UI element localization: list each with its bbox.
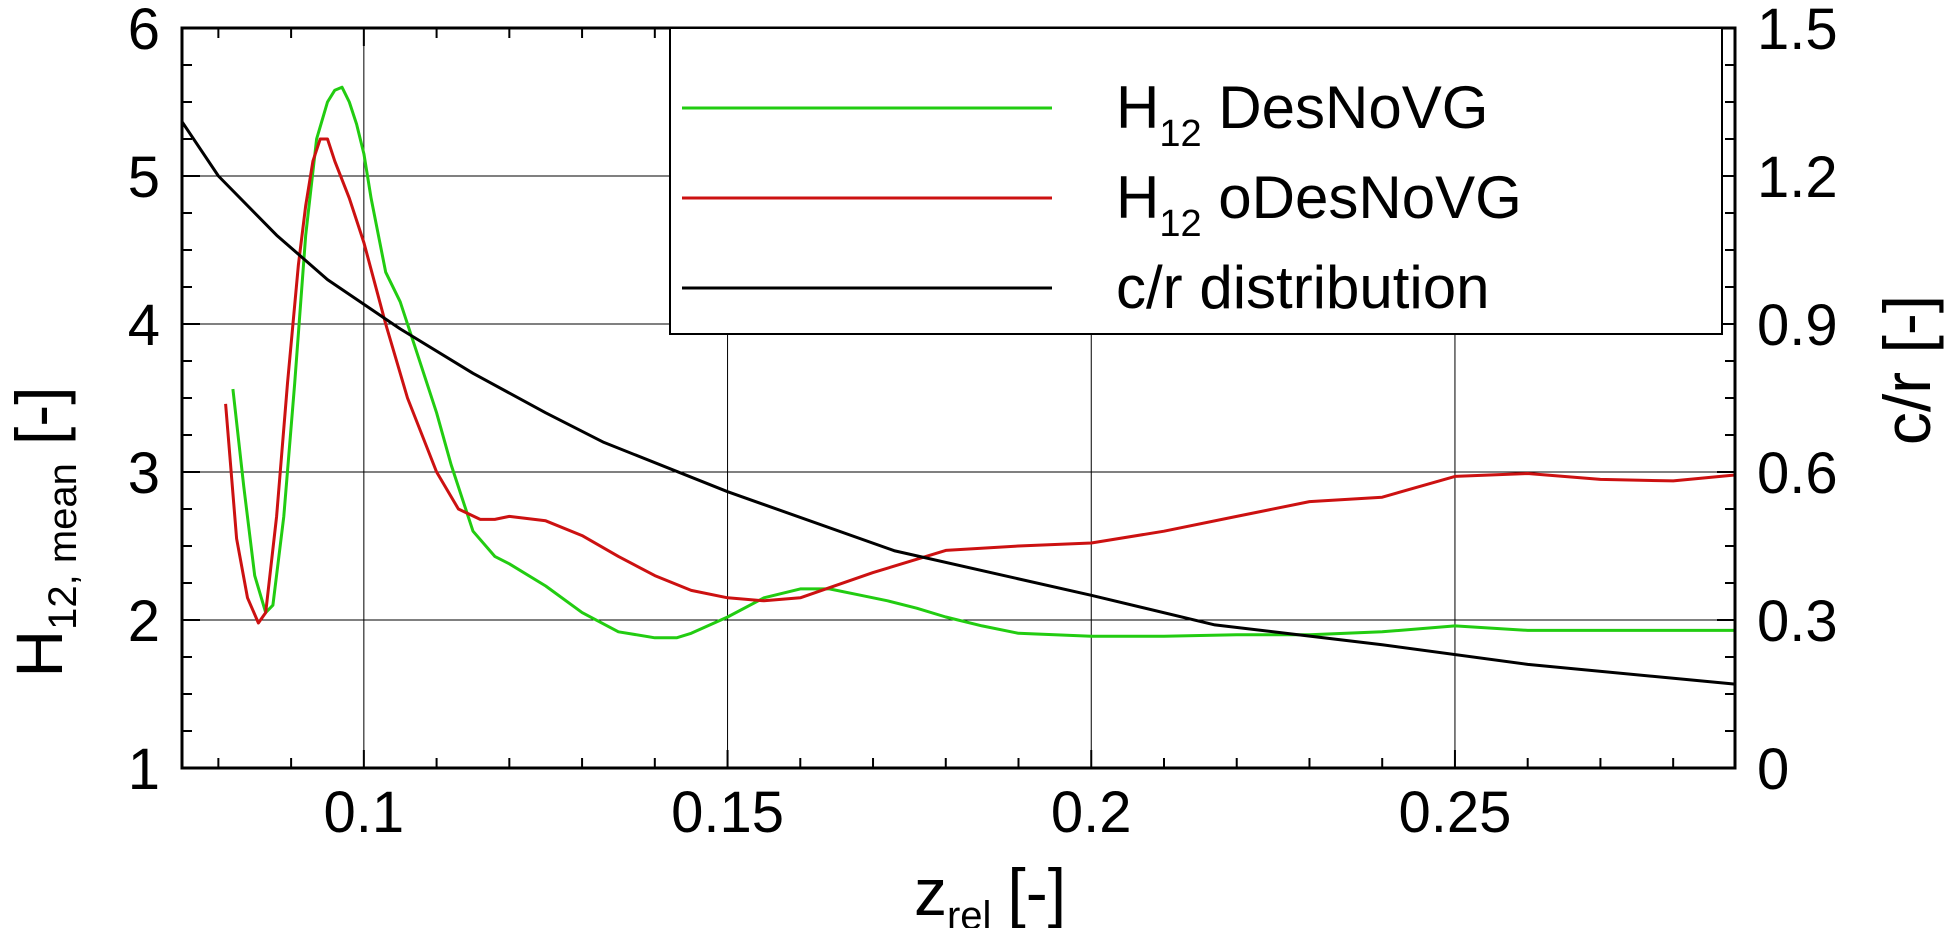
x-tick-label: 0.2	[1051, 780, 1132, 845]
x-tick-label: 0.25	[1399, 780, 1512, 845]
legend: H12 DesNoVG H12 oDesNoVG c/r distributio…	[669, 27, 1723, 335]
y2-tick-label: 0	[1757, 737, 1789, 802]
series-line-odesnovg	[224, 137, 1736, 625]
y-tick-label: 5	[128, 145, 160, 210]
legend-label-cr: c/r distribution	[1116, 254, 1489, 321]
x-axis-title: zrel [-]	[914, 855, 1066, 928]
y2-tick-label: 1.5	[1757, 0, 1838, 62]
x-tick-label: 0.15	[671, 780, 784, 845]
y2-tick-label: 1.2	[1757, 145, 1838, 210]
y-tick-label: 1	[128, 737, 160, 802]
y-tick-label: 4	[128, 293, 160, 358]
series-line-desnovg	[231, 85, 1735, 640]
y2-tick-label: 0.3	[1757, 589, 1838, 654]
y-tick-label: 3	[128, 441, 160, 506]
series-line-cr-distribution	[180, 120, 1736, 686]
y-axis-title: H12, mean[-]	[2, 386, 85, 677]
y-tick-label: 6	[128, 0, 160, 62]
y2-tick-label: 0.9	[1757, 293, 1838, 358]
x-tick-label: 0.1	[324, 780, 405, 845]
y-tick-label: 2	[128, 589, 160, 654]
tick-labels: 0.1 0.15 0.2 0.25 1 2 3 4 5 6 0 0.3 0.6 0.9 1.2 1.5	[128, 0, 1838, 845]
legend-label-odesnovg: H12 oDesNoVG	[1116, 164, 1522, 245]
series-lines	[180, 85, 1736, 686]
legend-box	[669, 27, 1723, 335]
legend-label-desnovg: H12 DesNoVG	[1116, 74, 1488, 155]
y2-tick-label: 0.6	[1757, 441, 1838, 506]
y2-axis-title: c/r [-]	[1870, 295, 1944, 445]
